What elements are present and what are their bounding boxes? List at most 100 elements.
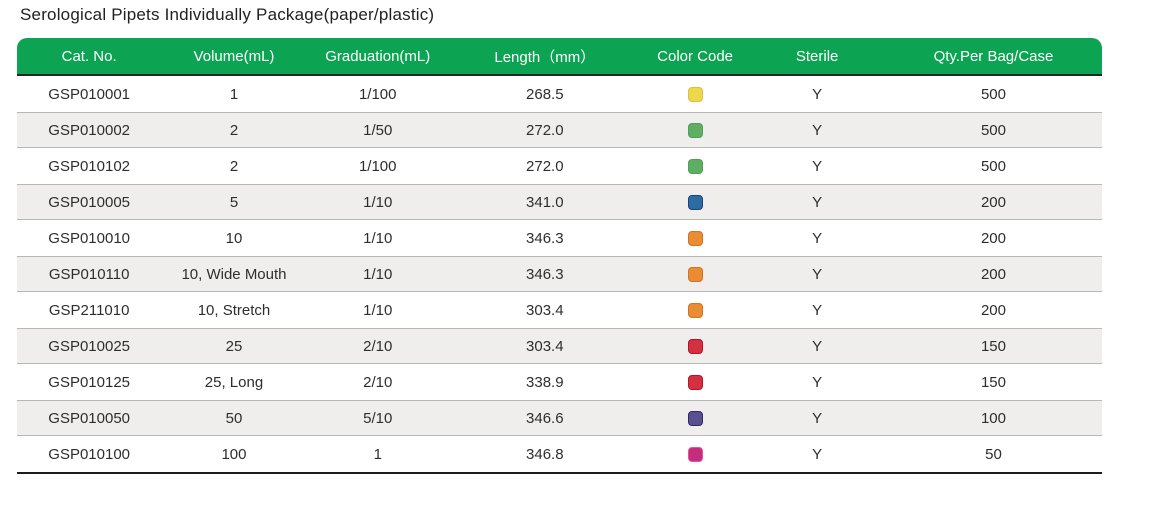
cell-qty: 200 [980,193,1006,211]
table-body: GSP010001 1 1/100 268.5 Y 500 GSP010002 2 1/50 27… [17,76,1102,474]
cell-length: 268.5 [526,85,564,103]
cell-cat-no: GSP010100 [48,445,131,463]
cell-sterile: Y [812,157,823,175]
cell-volume: 10 [225,229,243,247]
cell-qty: 150 [980,373,1006,391]
cell-color-code [641,338,750,355]
cell-cat-no: GSP010010 [48,229,131,247]
table-row: GSP010001 1 1/100 268.5 Y 500 [17,76,1102,112]
cell-color-code [641,374,750,391]
cell-length: 303.4 [526,301,564,319]
cell-volume: 25, Long [204,373,264,391]
cell-cat-no: GSP010110 [48,265,130,283]
cell-sterile: Y [812,445,823,463]
table-row: GSP010002 2 1/50 272.0 Y 500 [17,112,1102,148]
column-header-graduation: Graduation(mL) [325,47,431,65]
column-header-sterile: Sterile [795,47,839,65]
cell-graduation: 1/100 [358,157,397,175]
cell-volume: 2 [229,157,239,175]
table-row: GSP010110 10, Wide Mouth 1/10 346.3 Y 200 [17,256,1102,292]
red-color-swatch-icon [687,375,703,391]
cell-qty: 50 [985,445,1002,463]
cell-color-code [641,194,750,211]
cell-sterile: Y [812,409,823,427]
cell-volume: 100 [221,445,247,463]
cell-sterile: Y [812,265,823,283]
cell-sterile: Y [812,121,823,139]
cell-qty: 500 [980,157,1006,175]
cell-qty: 500 [980,121,1006,139]
cell-graduation: 1/10 [363,229,393,247]
cell-length: 346.6 [526,409,564,427]
cell-qty: 200 [980,229,1006,247]
cell-cat-no: GSP010102 [48,157,131,175]
cell-color-code [641,410,750,427]
cell-qty: 150 [980,337,1006,355]
cell-length: 341.0 [526,193,564,211]
table-row: GSP010005 5 1/10 341.0 Y 200 [17,184,1102,220]
green-color-swatch-icon [687,159,703,175]
purple-color-swatch-icon [687,411,703,427]
orange-color-swatch-icon [687,231,703,247]
cell-cat-no: GSP010005 [48,193,131,211]
cell-cat-no: GSP211010 [48,301,130,319]
cell-volume: 5 [229,193,239,211]
table-row: GSP010102 2 1/100 272.0 Y 500 [17,148,1102,184]
cell-color-code [641,122,750,139]
column-header-length: Length（mm） [494,48,596,66]
cell-volume: 50 [225,409,243,427]
cell-graduation: 5/10 [363,409,393,427]
cell-cat-no: GSP010025 [48,337,131,355]
orange-color-swatch-icon [687,267,703,283]
column-header-volume: Volume(mL) [193,47,275,65]
cell-graduation: 1 [373,445,382,463]
cell-sterile: Y [812,193,823,211]
table-row: GSP010025 25 2/10 303.4 Y 150 [17,328,1102,364]
magenta-color-swatch-icon [687,447,703,463]
pipets-table: Cat. No. Volume(mL) Graduation(mL) Lengt… [17,38,1102,474]
cell-graduation: 1/100 [358,85,397,103]
cell-color-code [641,86,750,103]
cell-volume: 1 [229,85,239,103]
cell-color-code [641,230,750,247]
cell-length: 338.9 [526,373,564,391]
cell-color-code [641,266,750,283]
table-header-row: Cat. No. Volume(mL) Graduation(mL) Lengt… [17,38,1102,76]
table-row: GSP010050 50 5/10 346.6 Y 100 [17,400,1102,436]
yellow-color-swatch-icon [687,87,703,103]
column-header-qty: Qty.Per Bag/Case [933,47,1054,65]
red-color-swatch-icon [687,339,703,355]
cell-sterile: Y [812,301,823,319]
cell-sterile: Y [812,337,823,355]
cell-cat-no: GSP010002 [48,121,131,139]
cell-cat-no: GSP010125 [48,373,131,391]
cell-volume: 10, Wide Mouth [181,265,287,283]
cell-length: 346.8 [526,445,564,463]
cell-sterile: Y [812,373,823,391]
cell-graduation: 2/10 [363,373,393,391]
table-row: GSP211010 10, Stretch 1/10 303.4 Y 200 [17,292,1102,328]
column-header-color-code: Color Code [657,47,734,65]
table-row: GSP010100 100 1 346.8 Y 50 [17,436,1102,472]
cell-volume: 10, Stretch [197,301,271,319]
cell-qty: 100 [980,409,1006,427]
cell-sterile: Y [812,85,823,103]
blue-color-swatch-icon [687,195,703,211]
cell-length: 272.0 [526,157,564,175]
column-header-cat-no: Cat. No. [61,47,117,65]
cell-color-code [641,446,750,463]
cell-length: 346.3 [526,229,564,247]
cell-color-code [641,158,750,175]
green-color-swatch-icon [687,123,703,139]
cell-qty: 200 [980,301,1006,319]
cell-graduation: 1/10 [363,193,393,211]
cell-graduation: 1/10 [363,301,393,319]
cell-graduation: 1/10 [363,265,393,283]
cell-qty: 500 [980,85,1006,103]
table-row: GSP010125 25, Long 2/10 338.9 Y 150 [17,364,1102,400]
cell-sterile: Y [812,229,823,247]
cell-volume: 2 [229,121,239,139]
cell-graduation: 2/10 [363,337,393,355]
cell-length: 303.4 [526,337,564,355]
